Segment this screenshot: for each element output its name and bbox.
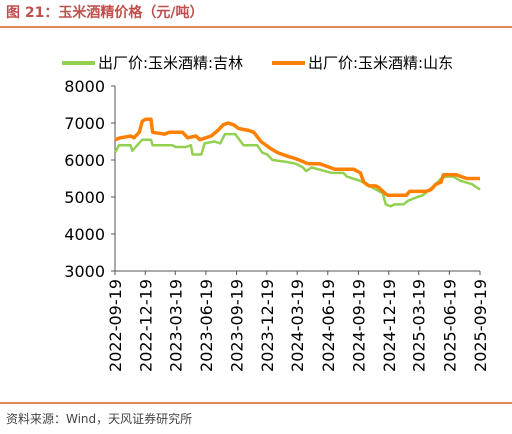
y-tick-label: 7000 <box>64 114 105 133</box>
x-tick-label: 2023-03-19 <box>166 279 185 372</box>
x-tick-label: 2023-09-19 <box>228 279 247 372</box>
legend-label-jilin: 出厂价:玉米酒精:吉林 <box>98 54 243 72</box>
x-tick-label: 2024-12-19 <box>380 279 399 372</box>
y-tick-label: 8000 <box>64 77 105 96</box>
y-tick-label: 3000 <box>64 262 105 281</box>
series-line-shandong <box>114 117 480 197</box>
figure-title: 图 21：玉米酒精价格（元/吨） <box>6 5 204 21</box>
x-tick-label: 2022-09-19 <box>106 279 125 372</box>
x-axis-ticks: 2022-09-19 2022-12-19 2023-03-19 2023-06-19… <box>106 271 490 372</box>
y-tick-label: 5000 <box>64 188 105 207</box>
series-line-jilin <box>113 132 481 208</box>
legend: 出厂价:玉米酒精:吉林 出厂价:玉米酒精:山东 <box>62 54 453 72</box>
x-tick-label: 2024-09-19 <box>349 279 368 372</box>
y-tick-label: 4000 <box>64 225 105 244</box>
x-tick-label: 2024-06-19 <box>319 279 338 372</box>
x-tick-label: 2023-06-19 <box>197 279 216 372</box>
bottom-rule <box>0 402 512 404</box>
x-tick-label: 2025-09-19 <box>471 279 490 372</box>
source-note: 资料来源：Wind，天风证券研究所 <box>6 412 193 426</box>
x-tick-label: 2023-12-19 <box>258 279 277 372</box>
x-tick-label: 2025-03-19 <box>410 279 429 372</box>
series-layer <box>113 117 481 208</box>
y-tick-label: 6000 <box>64 151 105 170</box>
x-tick-label: 2025-06-19 <box>440 279 459 372</box>
legend-label-shandong: 出厂价:玉米酒精:山东 <box>308 54 453 72</box>
line-chart: 出厂价:玉米酒精:吉林 出厂价:玉米酒精:山东 3000 4000 5000 6000… <box>62 54 490 372</box>
x-tick-label: 2024-03-19 <box>288 279 307 372</box>
title-rule <box>0 26 512 28</box>
y-axis-ticks: 3000 4000 5000 6000 7000 8000 <box>64 77 115 281</box>
x-tick-label: 2022-12-19 <box>136 279 155 372</box>
